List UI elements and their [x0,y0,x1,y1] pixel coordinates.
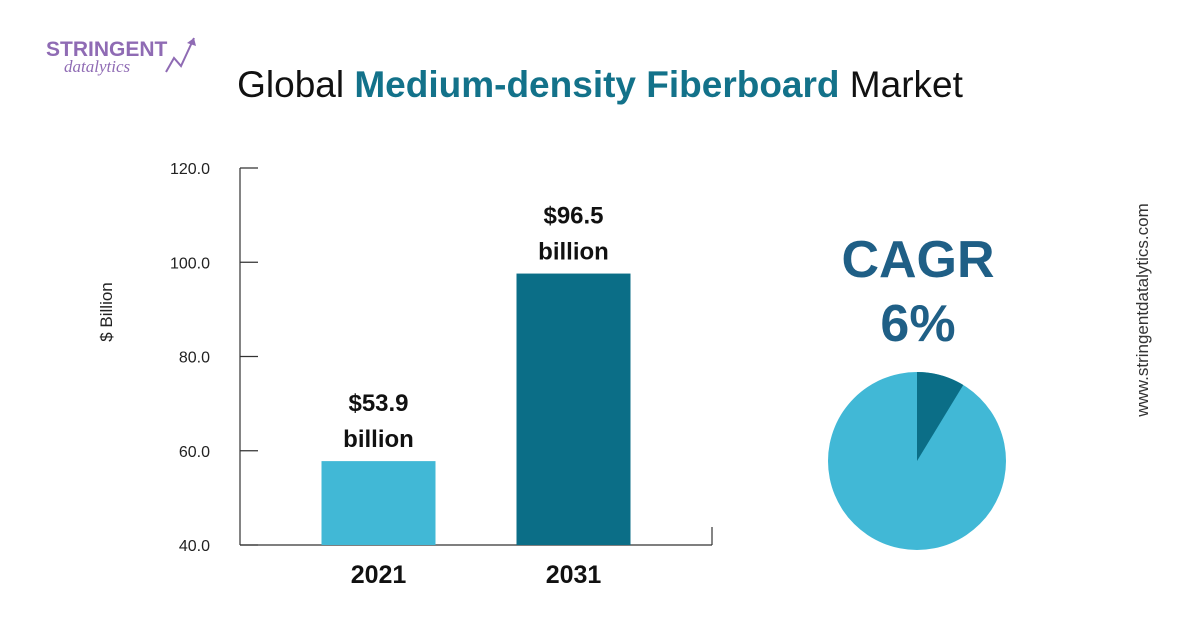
y-tick-label: 100.0 [170,255,210,272]
data-label-2031-value: $96.5 [543,203,603,230]
title-prefix: Global [237,64,355,105]
website-url: www.stringentdatalytics.com [1133,203,1152,417]
data-label-2021-unit: billion [343,426,414,453]
cagr-value: 6% [880,295,956,353]
y-tick-label: 80.0 [179,350,210,367]
title-suffix: Market [839,64,963,105]
title-highlight: Medium-density Fiberboard [354,64,840,105]
bar-2021 [321,461,436,545]
bar-chart: $ Billion 40.0 60.0 80.0 100.0 120.0 2021 203… [97,161,713,589]
cagr-label: CAGR [841,231,995,289]
y-tick-label: 120.0 [170,161,210,178]
pie-slice-cagr [917,372,964,461]
cagr-pie [828,372,1006,550]
data-labels: $53.9 billion $96.5 billion [343,203,609,454]
x-axis [240,527,713,546]
data-label-2021-value: $53.9 [348,390,408,417]
y-axis: 40.0 60.0 80.0 100.0 120.0 [170,161,258,555]
y-axis-label: $ Billion [97,282,116,342]
data-label-2031-unit: billion [538,239,609,266]
bars [321,273,631,545]
logo-line2: datalytics [64,57,130,76]
x-tick-label-2021: 2021 [351,561,407,589]
y-tick-label: 60.0 [179,444,210,461]
page-title: Global Medium-density Fiberboard Market [0,64,1200,106]
x-tick-labels: 2021 2031 [351,561,602,589]
cagr-block: CAGR 6% [818,228,1018,356]
logo-line1: STRINGENT [46,38,168,61]
x-tick-label-2031: 2031 [546,561,602,589]
stringent-datalytics-logo: STRINGENT datalytics [46,37,196,76]
bar-2031 [516,273,631,545]
chart-arrow-icon [165,37,196,73]
y-tick-label: 40.0 [179,538,210,555]
